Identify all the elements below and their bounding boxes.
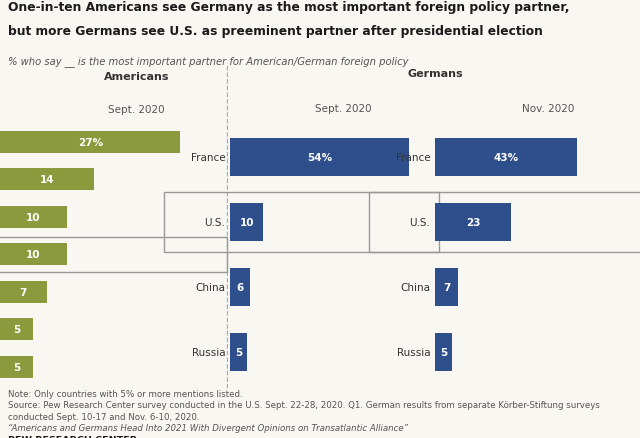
Text: 14: 14	[40, 175, 54, 185]
Text: 6: 6	[237, 282, 244, 292]
Bar	[0, 206, 67, 228]
Text: 23: 23	[466, 217, 481, 227]
Text: 7: 7	[20, 287, 27, 297]
Bar	[230, 333, 247, 371]
Text: % who say __ is the most important partner for American/German foreign policy: % who say __ is the most important partn…	[8, 56, 408, 67]
Bar	[0, 319, 33, 340]
Bar	[435, 333, 452, 371]
Text: Russia: Russia	[397, 347, 430, 357]
Text: PEW RESEARCH CENTER: PEW RESEARCH CENTER	[8, 435, 137, 438]
Bar	[230, 268, 250, 306]
Text: but more Germans see U.S. as preeminent partner after presidential election: but more Germans see U.S. as preeminent …	[8, 25, 543, 39]
Text: 54%: 54%	[307, 152, 332, 162]
Text: 10: 10	[26, 250, 41, 260]
Text: conducted Sept. 10-17 and Nov. 6-10, 2020.: conducted Sept. 10-17 and Nov. 6-10, 202…	[8, 412, 199, 421]
Text: U.S.: U.S.	[410, 217, 430, 227]
Text: Source: Pew Research Center survey conducted in the U.S. Sept. 22-28, 2020. Q1. : Source: Pew Research Center survey condu…	[8, 400, 600, 409]
Text: 5: 5	[13, 362, 20, 372]
Text: Sept. 2020: Sept. 2020	[315, 104, 371, 114]
Text: 10: 10	[239, 217, 254, 227]
Text: 7: 7	[443, 282, 451, 292]
Bar	[0, 169, 93, 191]
Text: 10: 10	[26, 212, 41, 223]
Bar	[0, 281, 47, 303]
Bar	[0, 131, 180, 153]
Bar	[0, 244, 67, 265]
Bar	[435, 204, 511, 241]
Text: Note: Only countries with 5% or more mentions listed.: Note: Only countries with 5% or more men…	[8, 389, 243, 398]
Text: China: China	[195, 282, 225, 292]
Bar	[230, 204, 264, 241]
Bar	[435, 139, 577, 177]
Text: Sept. 2020: Sept. 2020	[108, 104, 164, 114]
Text: Americans: Americans	[104, 72, 169, 82]
Text: 5: 5	[235, 347, 243, 357]
Text: U.S.: U.S.	[205, 217, 225, 227]
Text: Nov. 2020: Nov. 2020	[522, 104, 574, 114]
Text: 43%: 43%	[493, 152, 519, 162]
Text: Germans: Germans	[408, 68, 463, 78]
Text: “Americans and Germans Head Into 2021 With Divergent Opinions on Transatlantic A: “Americans and Germans Head Into 2021 Wi…	[8, 423, 408, 432]
Text: 27%: 27%	[77, 138, 103, 148]
Bar	[230, 139, 409, 177]
Text: France: France	[396, 152, 430, 162]
Text: 5: 5	[13, 325, 20, 335]
Text: China: China	[400, 282, 430, 292]
Bar	[0, 356, 33, 378]
Text: One-in-ten Americans see Germany as the most important foreign policy partner,: One-in-ten Americans see Germany as the …	[8, 1, 569, 14]
Bar	[435, 268, 458, 306]
Text: Russia: Russia	[192, 347, 225, 357]
Text: 5: 5	[440, 347, 447, 357]
Text: France: France	[191, 152, 225, 162]
